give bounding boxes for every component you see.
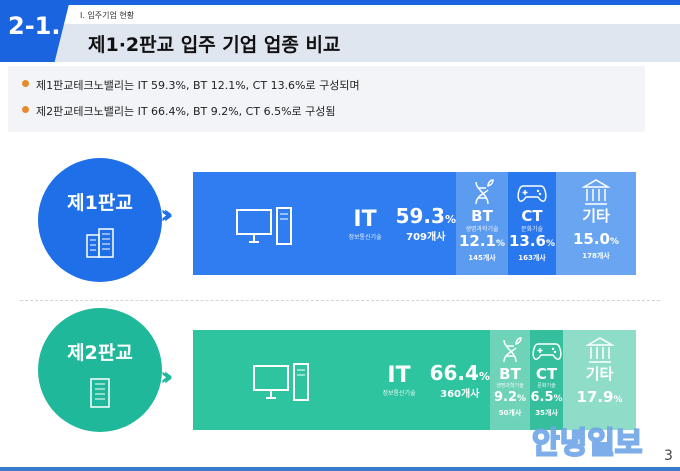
dna-plant-icon	[503, 337, 522, 363]
etc-count: 178개사	[582, 252, 610, 260]
bt-key: BT	[499, 365, 521, 383]
building-icon	[86, 228, 114, 258]
it-key: IT	[387, 363, 411, 388]
bt-count: 50개사	[498, 409, 522, 417]
pangyo1-circle: 제1판교	[38, 158, 162, 282]
computer-icon	[235, 206, 292, 245]
breadcrumb: Ⅰ. 입주기업 현황	[80, 11, 135, 20]
ct-key: CT	[535, 365, 558, 383]
chevron-right-icon: ››	[160, 200, 174, 230]
etc-sub	[563, 382, 636, 389]
pangyo1-label: 제1판교	[67, 192, 133, 214]
institution-icon	[585, 337, 614, 363]
pangyo2-circle: 제2판교	[38, 308, 162, 432]
pct-unit: %	[609, 237, 620, 247]
etc-key: 기타	[582, 207, 610, 225]
it-sub: 정보통신기술	[382, 390, 416, 397]
institution-icon	[582, 179, 610, 205]
pct-unit: %	[495, 239, 506, 249]
dna-plant-icon	[475, 179, 494, 205]
top-accent-line	[0, 0, 680, 5]
etc-pct: 15.0	[572, 230, 610, 248]
pct-unit: %	[545, 239, 556, 249]
segment-etc: 기타 15.0% 178개사	[556, 172, 636, 275]
segment-etc: 기타 17.9%	[563, 330, 636, 430]
ct-count: 35개사	[535, 409, 558, 417]
etc-sub	[556, 224, 636, 231]
segment-it: IT 정보통신기술 59.3% 709개사	[193, 172, 456, 275]
page-title: 제1·2판교 입주 기업 업종 비교	[88, 34, 341, 56]
summary-item: 제1판교테크노밸리는 IT 59.3%, BT 12.1%, CT 13.6%로…	[22, 77, 645, 93]
summary-item: 제2판교테크노밸리는 IT 66.4%, BT 9.2%, CT 6.5%로 구…	[22, 103, 645, 119]
bottom-accent-line	[0, 467, 680, 471]
pct-unit: %	[478, 369, 490, 383]
segment-bt: BT 생명과학기술 12.1% 145개사	[456, 172, 508, 275]
segment-ct: CT 문화기술 13.6% 163개사	[508, 172, 556, 275]
bt-pct: 9.2	[493, 390, 517, 405]
watermark: 안녕일보	[531, 425, 643, 462]
ct-pct: 13.6	[508, 232, 546, 250]
building-icon	[90, 378, 110, 408]
it-count: 709개사	[406, 232, 446, 243]
ct-count: 163개사	[518, 254, 546, 262]
summary-box: 제1판교테크노밸리는 IT 59.3%, BT 12.1%, CT 13.6%로…	[8, 66, 645, 132]
divider	[20, 300, 660, 301]
ct-pct: 6.5	[530, 390, 554, 405]
it-key: IT	[353, 206, 377, 232]
it-pct: 66.4	[429, 360, 479, 385]
bt-sub: 생명과학기술	[496, 383, 524, 389]
bt-count: 145개사	[468, 254, 496, 262]
segment-bt: BT 생명과학기술 9.2% 50개사	[490, 330, 530, 430]
gamepad-icon	[517, 185, 547, 202]
bt-pct: 12.1	[458, 232, 496, 250]
it-pct: 59.3	[395, 204, 445, 228]
pct-unit: %	[553, 394, 563, 404]
ct-sub: 문화기술	[537, 383, 556, 389]
chevron-right-icon: ››	[160, 362, 174, 392]
pct-unit: %	[444, 213, 456, 226]
pct-unit: %	[613, 395, 623, 405]
segment-ct: CT 문화기술 6.5% 35개사	[530, 330, 563, 430]
it-sub: 정보통신기술	[348, 233, 382, 241]
ct-sub: 문화기술	[520, 226, 544, 233]
segment-it: IT 정보통신기술 66.4% 360개사	[193, 330, 490, 430]
computer-icon	[252, 363, 309, 401]
pangyo2-label: 제2판교	[67, 342, 133, 364]
gamepad-icon	[531, 343, 562, 360]
etc-pct: 17.9	[576, 388, 614, 406]
page-number: 3	[664, 448, 673, 464]
bt-sub: 생명과학기술	[465, 226, 499, 233]
pct-unit: %	[517, 394, 527, 404]
it-count: 360개사	[440, 388, 480, 400]
ct-key: CT	[521, 207, 543, 225]
title-bar	[40, 24, 680, 62]
etc-key: 기타	[585, 365, 614, 383]
bt-key: BT	[471, 207, 493, 225]
